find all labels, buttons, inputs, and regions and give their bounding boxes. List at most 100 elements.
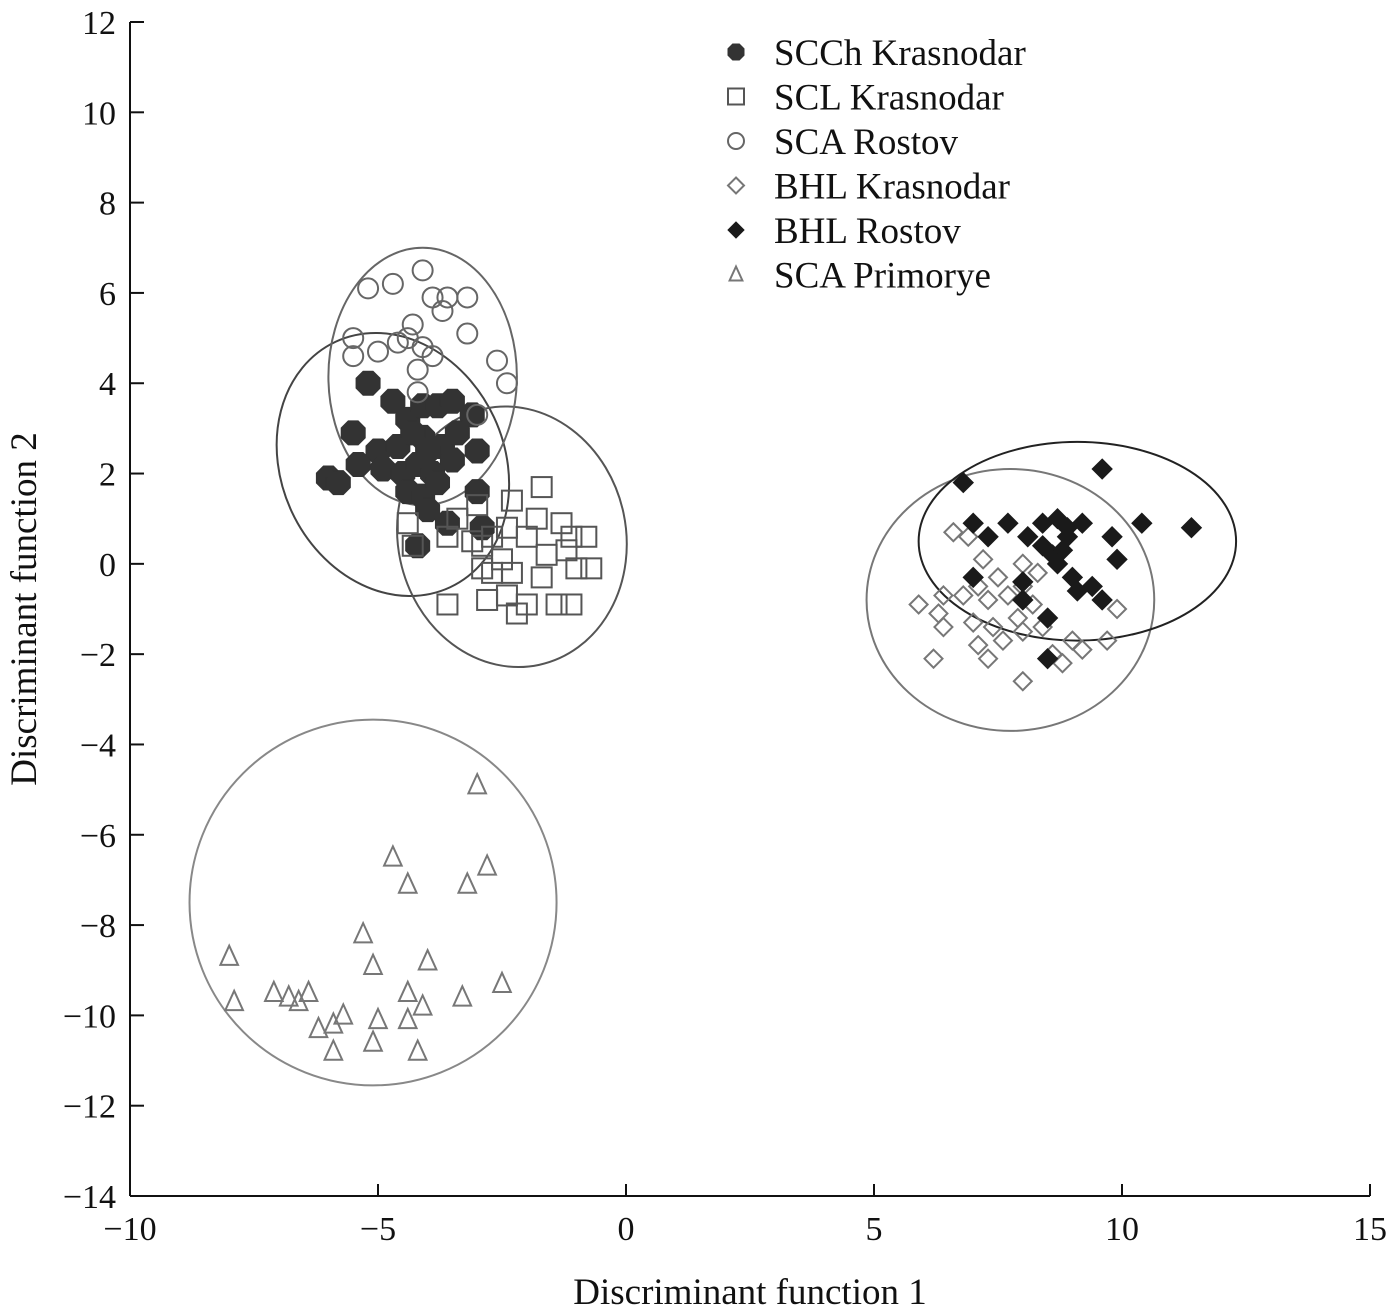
data-point bbox=[942, 521, 964, 543]
data-point bbox=[481, 561, 504, 584]
data-point bbox=[1106, 548, 1128, 571]
data-point bbox=[436, 525, 459, 548]
data-point bbox=[439, 388, 465, 414]
series-1 bbox=[396, 476, 603, 625]
y-tick-label: −6 bbox=[80, 818, 116, 855]
data-point bbox=[987, 566, 1009, 588]
data-point bbox=[370, 456, 396, 482]
cluster-ellipse-4 bbox=[917, 440, 1238, 642]
data-point bbox=[535, 543, 558, 566]
data-point bbox=[977, 648, 999, 670]
data-point bbox=[997, 512, 1019, 534]
cluster-ellipse-5 bbox=[188, 718, 558, 1087]
legend-marker bbox=[727, 43, 745, 61]
data-point bbox=[1036, 607, 1059, 629]
data-point bbox=[1071, 639, 1093, 661]
data-point bbox=[439, 447, 465, 473]
data-point bbox=[565, 557, 588, 580]
data-point bbox=[405, 533, 431, 559]
series-3 bbox=[908, 521, 1128, 692]
legend-item: SCCh Krasnodar bbox=[727, 33, 1026, 74]
data-point bbox=[1106, 598, 1128, 620]
data-point bbox=[466, 403, 489, 426]
data-point bbox=[325, 470, 351, 496]
legend-label: BHL Rostov bbox=[774, 211, 961, 252]
data-point bbox=[1091, 589, 1113, 611]
data-point bbox=[962, 566, 984, 589]
data-point bbox=[444, 420, 470, 446]
x-axis-title: Discriminant function 1 bbox=[573, 1272, 927, 1313]
data-point bbox=[218, 943, 240, 966]
data-point bbox=[1012, 670, 1034, 692]
data-point bbox=[397, 979, 419, 1003]
data-point bbox=[415, 438, 441, 464]
y-ticks: 12 10 8 6 4 2 0 −2 −4 −6 −8 −10 −12 −14 bbox=[63, 5, 144, 1216]
data-point bbox=[415, 497, 441, 523]
legend-marker bbox=[728, 264, 744, 282]
data-point bbox=[278, 983, 300, 1007]
legend-item: SCA Rostov bbox=[727, 122, 959, 163]
y-tick-label: −14 bbox=[63, 1179, 116, 1216]
data-point bbox=[580, 557, 603, 580]
x-ticks: −10 −5 0 5 10 15 bbox=[103, 1184, 1387, 1248]
data-point bbox=[952, 471, 974, 494]
data-point bbox=[977, 589, 999, 611]
data-point bbox=[436, 593, 459, 616]
y-tick-label: −8 bbox=[80, 908, 116, 945]
data-point bbox=[386, 331, 409, 354]
data-point bbox=[401, 534, 424, 557]
data-point bbox=[992, 630, 1014, 652]
data-point bbox=[1091, 458, 1113, 480]
data-point bbox=[1101, 526, 1123, 548]
data-point bbox=[367, 1006, 389, 1030]
data-point bbox=[481, 525, 504, 548]
data-point bbox=[381, 272, 404, 295]
data-points bbox=[218, 259, 1203, 1061]
data-point bbox=[1131, 512, 1153, 534]
y-tick-label: −10 bbox=[63, 998, 116, 1035]
data-point bbox=[967, 634, 989, 656]
data-point bbox=[1096, 630, 1118, 652]
data-point bbox=[411, 259, 434, 282]
y-tick-label: −12 bbox=[63, 1089, 116, 1126]
data-point bbox=[362, 1029, 384, 1052]
data-point bbox=[308, 1015, 329, 1039]
x-tick-label: −5 bbox=[360, 1211, 396, 1248]
data-point bbox=[263, 979, 285, 1003]
data-point bbox=[1012, 553, 1034, 575]
cluster-ellipse-3 bbox=[865, 468, 1156, 732]
data-point bbox=[972, 548, 994, 570]
data-point bbox=[342, 327, 365, 350]
data-point bbox=[406, 358, 429, 381]
legend-marker bbox=[726, 176, 746, 195]
data-point bbox=[530, 476, 553, 499]
legend-marker bbox=[727, 221, 745, 239]
legend-label: SCCh Krasnodar bbox=[774, 33, 1026, 74]
data-point bbox=[466, 771, 488, 795]
legend-label: SCA Primorye bbox=[774, 256, 991, 297]
data-point bbox=[464, 438, 490, 464]
legend-label: SCA Rostov bbox=[774, 122, 959, 163]
data-point bbox=[952, 585, 974, 606]
data-point bbox=[962, 612, 984, 633]
x-tick-label: 5 bbox=[866, 1211, 883, 1248]
data-point bbox=[491, 970, 513, 994]
data-point bbox=[382, 843, 404, 867]
data-point bbox=[530, 566, 553, 589]
data-point bbox=[466, 494, 489, 517]
series-0 bbox=[315, 370, 495, 559]
data-point bbox=[342, 345, 365, 368]
data-point bbox=[397, 871, 419, 894]
y-tick-label: 6 bbox=[99, 276, 116, 313]
y-tick-label: 0 bbox=[99, 547, 116, 584]
data-point bbox=[957, 526, 979, 548]
legend-item: SCL Krasnodar bbox=[727, 78, 1004, 119]
data-point bbox=[340, 420, 366, 446]
data-point bbox=[1046, 553, 1069, 575]
data-point bbox=[933, 616, 954, 638]
legend-marker bbox=[727, 87, 745, 106]
legend-item: SCA Primorye bbox=[728, 256, 991, 297]
y-tick-label: 2 bbox=[99, 457, 116, 494]
